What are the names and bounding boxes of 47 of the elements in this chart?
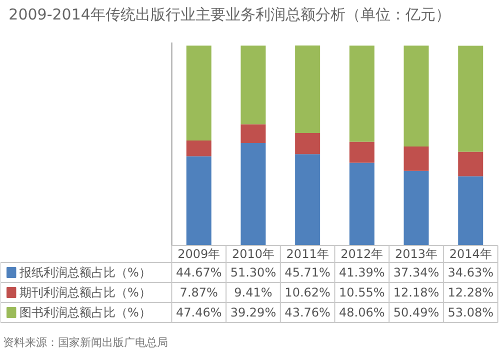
bar <box>404 46 429 147</box>
data-label: 34.63% <box>448 266 494 280</box>
data-label: 39.29% <box>230 306 276 320</box>
chart-title: 2009-2014年传统出版行业主要业务利润总额分析（单位：亿元） <box>8 6 450 24</box>
bar <box>458 152 484 176</box>
data-label: 7.87% <box>180 286 218 300</box>
data-label: 41.39% <box>339 266 385 280</box>
data-label: 9.41% <box>234 286 272 300</box>
bar <box>240 124 266 143</box>
data-label: 43.76% <box>284 306 330 320</box>
bar <box>349 142 374 163</box>
data-label: 53.08% <box>448 306 494 320</box>
data-label: 12.28% <box>448 286 494 300</box>
bar <box>186 140 212 156</box>
bar <box>404 170 429 246</box>
data-label: 50.49% <box>393 306 440 320</box>
bar <box>240 142 266 246</box>
x-tick-label: 2010年 <box>232 247 274 261</box>
bar <box>295 46 320 133</box>
bar <box>295 132 320 154</box>
legend-label: 图书利润总额占比（%） <box>20 306 151 320</box>
data-label: 51.30% <box>230 266 276 280</box>
x-tick-label: 2009年 <box>178 247 220 261</box>
bar <box>458 46 484 152</box>
bar <box>186 156 212 246</box>
x-tick-label: 2014年 <box>449 247 492 261</box>
legend-label: 报纸利润总额占比（%） <box>18 266 151 280</box>
data-label: 45.71% <box>284 266 330 280</box>
legend-label: 期刊利润总额占比（%） <box>20 286 151 300</box>
bar <box>349 162 374 246</box>
bar <box>458 176 484 246</box>
bar <box>404 146 429 171</box>
bar <box>186 46 212 141</box>
data-label: 10.62% <box>284 286 330 300</box>
x-tick-label: 2012年 <box>340 247 384 261</box>
data-label: 47.46% <box>176 306 222 320</box>
bar <box>240 46 266 124</box>
data-label: 12.18% <box>393 286 440 300</box>
data-label: 37.34% <box>393 266 440 280</box>
x-tick-label: 2011年 <box>286 247 329 261</box>
text: 资料来源：国家新闻出版广电总局 <box>3 336 168 349</box>
bar <box>349 46 374 142</box>
x-tick-label: 2013年 <box>394 247 438 261</box>
data-label: 44.67% <box>176 266 222 280</box>
data-label: 48.06% <box>339 306 385 320</box>
data-label: 10.55% <box>339 286 385 300</box>
bar <box>295 154 320 246</box>
